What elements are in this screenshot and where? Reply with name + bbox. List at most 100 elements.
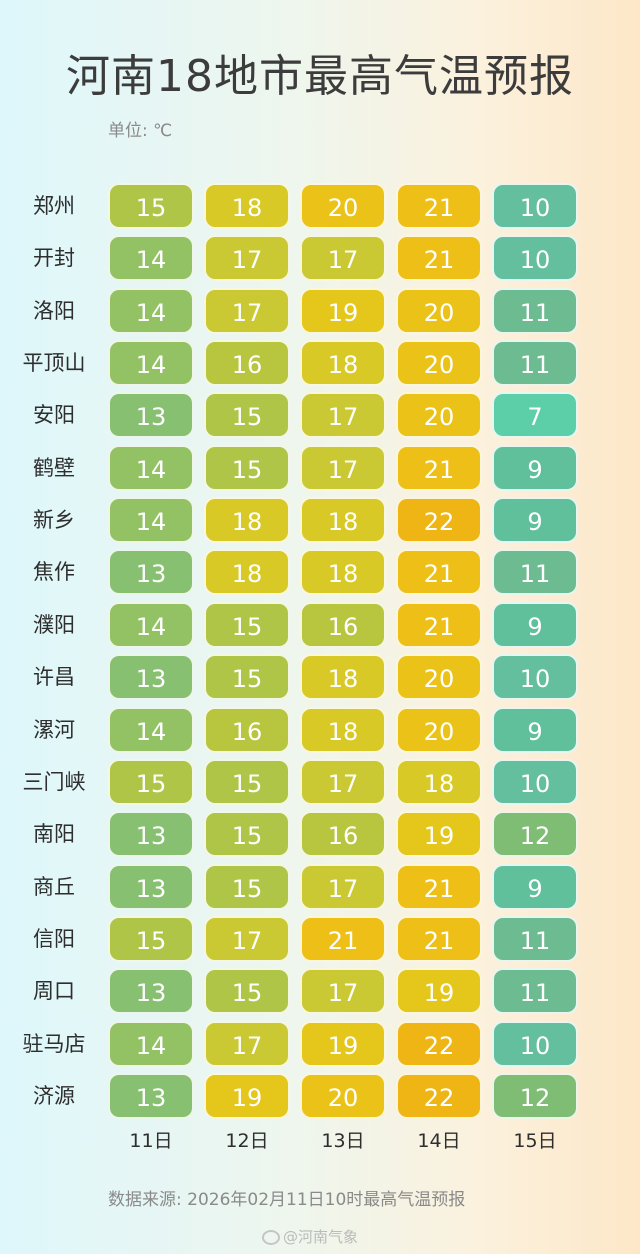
temperature-cell: 20 xyxy=(396,340,482,386)
temperature-cell: 17 xyxy=(204,235,290,281)
city-label: 信阳 xyxy=(33,927,75,951)
temperature-cell: 21 xyxy=(396,235,482,281)
temperature-cell: 17 xyxy=(204,288,290,334)
temperature-cell: 19 xyxy=(396,811,482,857)
temperature-cell: 21 xyxy=(396,864,482,910)
temperature-cell: 15 xyxy=(204,445,290,491)
day-label: 12日 xyxy=(225,1130,269,1152)
temperature-cell: 17 xyxy=(204,916,290,962)
temperature-cell: 12 xyxy=(492,811,578,857)
temperature-cell: 20 xyxy=(396,707,482,753)
day-label: 15日 xyxy=(513,1130,557,1152)
temperature-cell: 18 xyxy=(396,759,482,805)
city-label: 郑州 xyxy=(33,194,75,218)
city-label: 新乡 xyxy=(33,508,75,532)
temperature-cell: 13 xyxy=(108,392,194,438)
temperature-cell: 13 xyxy=(108,654,194,700)
temperature-cell: 22 xyxy=(396,1021,482,1067)
city-label: 周口 xyxy=(33,979,75,1003)
city-label: 三门峡 xyxy=(22,770,86,794)
temperature-cell: 7 xyxy=(492,392,578,438)
temperature-cell: 15 xyxy=(204,602,290,648)
temperature-cell: 17 xyxy=(300,864,386,910)
watermark-text: @河南气象 xyxy=(283,1228,359,1246)
temperature-cell: 18 xyxy=(300,549,386,595)
temperature-cell: 18 xyxy=(204,183,290,229)
temperature-cell: 9 xyxy=(492,445,578,491)
temperature-cell: 13 xyxy=(108,811,194,857)
temperature-cell: 22 xyxy=(396,1073,482,1119)
temperature-cell: 17 xyxy=(300,759,386,805)
temperature-cell: 15 xyxy=(204,392,290,438)
temperature-cell: 18 xyxy=(300,340,386,386)
temperature-cell: 14 xyxy=(108,707,194,753)
temperature-cell: 20 xyxy=(300,1073,386,1119)
temperature-cell: 14 xyxy=(108,497,194,543)
city-label: 许昌 xyxy=(33,665,75,689)
temperature-cell: 16 xyxy=(300,602,386,648)
temperature-cell: 14 xyxy=(108,1021,194,1067)
temperature-cell: 18 xyxy=(204,549,290,595)
temperature-cell: 21 xyxy=(396,183,482,229)
day-label: 11日 xyxy=(129,1130,173,1152)
temperature-cell: 15 xyxy=(204,968,290,1014)
temperature-cell: 19 xyxy=(204,1073,290,1119)
temperature-cell: 9 xyxy=(492,864,578,910)
day-label: 13日 xyxy=(321,1130,365,1152)
temperature-cell: 18 xyxy=(300,654,386,700)
temperature-cell: 12 xyxy=(492,1073,578,1119)
city-label: 焦作 xyxy=(33,560,75,584)
temperature-cell: 15 xyxy=(204,864,290,910)
temperature-cell: 14 xyxy=(108,445,194,491)
temperature-cell: 9 xyxy=(492,707,578,753)
temperature-cell: 13 xyxy=(108,1073,194,1119)
temperature-cell: 19 xyxy=(300,288,386,334)
day-label: 14日 xyxy=(417,1130,461,1152)
temperature-cell: 16 xyxy=(204,707,290,753)
temperature-cell: 15 xyxy=(204,654,290,700)
temperature-cell: 13 xyxy=(108,549,194,595)
temperature-cell: 20 xyxy=(396,288,482,334)
temperature-cell: 22 xyxy=(396,497,482,543)
temperature-cell: 9 xyxy=(492,602,578,648)
temperature-cell: 18 xyxy=(300,707,386,753)
temperature-cell: 11 xyxy=(492,288,578,334)
city-label: 开封 xyxy=(33,246,75,270)
temperature-cell: 14 xyxy=(108,288,194,334)
temperature-cell: 19 xyxy=(396,968,482,1014)
watermark: @河南气象 xyxy=(262,1226,358,1247)
temperature-cell: 16 xyxy=(204,340,290,386)
city-label: 漯河 xyxy=(33,718,75,742)
page-title: 河南18地市最高气温预报 xyxy=(66,51,574,102)
city-label: 濮阳 xyxy=(33,613,75,637)
temperature-cell: 9 xyxy=(492,497,578,543)
temperature-cell: 11 xyxy=(492,340,578,386)
city-label: 安阳 xyxy=(33,403,75,427)
temperature-cell: 17 xyxy=(300,968,386,1014)
temperature-cell: 20 xyxy=(396,392,482,438)
weibo-icon xyxy=(262,1230,280,1245)
temperature-cell: 11 xyxy=(492,549,578,595)
city-label: 洛阳 xyxy=(33,299,75,323)
temperature-cell: 18 xyxy=(300,497,386,543)
data-source: 数据来源: 2026年02月11日10时最高气温预报 xyxy=(108,1190,466,1210)
temperature-cell: 15 xyxy=(108,916,194,962)
temperature-cell: 14 xyxy=(108,602,194,648)
temperature-cell: 21 xyxy=(396,602,482,648)
temperature-cell: 10 xyxy=(492,183,578,229)
unit-label: 单位: ℃ xyxy=(108,121,173,141)
temperature-cell: 10 xyxy=(492,1021,578,1067)
city-label: 驻马店 xyxy=(22,1032,86,1056)
temperature-cell: 11 xyxy=(492,916,578,962)
temperature-cell: 10 xyxy=(492,235,578,281)
temperature-cell: 13 xyxy=(108,968,194,1014)
temperature-cell: 15 xyxy=(204,759,290,805)
city-label: 南阳 xyxy=(33,822,75,846)
temperature-cell: 21 xyxy=(300,916,386,962)
city-label: 鹤壁 xyxy=(33,456,75,480)
temperature-cell: 13 xyxy=(108,864,194,910)
temperature-cell: 16 xyxy=(300,811,386,857)
temperature-cell: 21 xyxy=(396,916,482,962)
temperature-cell: 20 xyxy=(300,183,386,229)
